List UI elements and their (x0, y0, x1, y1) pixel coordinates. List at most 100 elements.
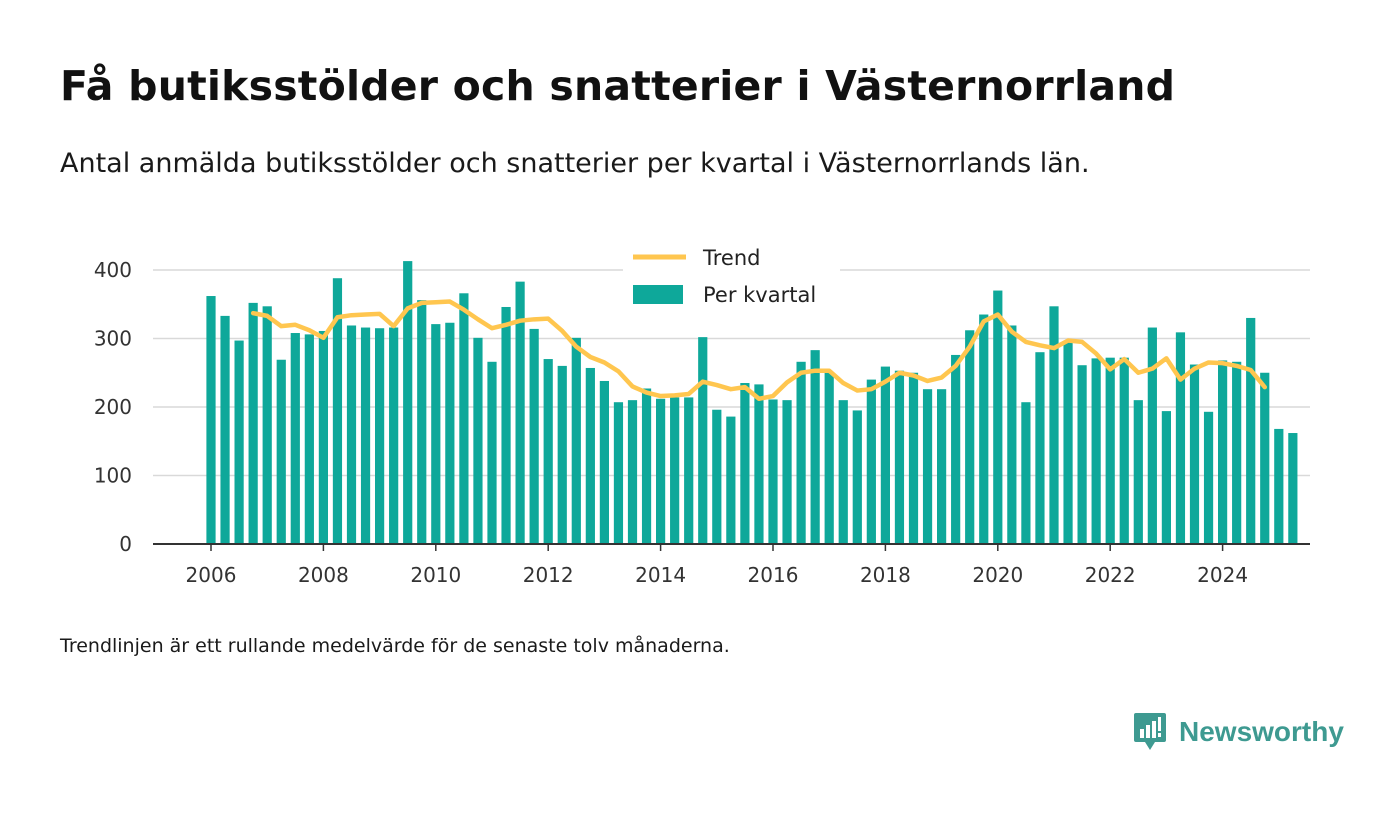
bar (248, 302, 258, 544)
bar (1035, 352, 1045, 544)
bar (332, 278, 343, 544)
bar (234, 340, 244, 544)
legend-bar-label: Per kvartal (703, 283, 816, 307)
bar (726, 416, 736, 544)
bar (1161, 411, 1171, 544)
bar (894, 370, 905, 544)
bar (810, 350, 820, 544)
x-tick-label: 2020 (972, 563, 1023, 587)
bar (445, 322, 455, 544)
bar-series (206, 261, 1298, 544)
chart-area: 0 100 200 300 400 2006 2008 2010 2012 2014 2016 201… (93, 240, 1310, 587)
trend-series (250, 299, 1267, 402)
x-tick-label: 2008 (298, 563, 349, 587)
bar (1049, 306, 1059, 544)
x-tick-label: 2016 (748, 563, 799, 587)
newsworthy-chart-icon (1134, 713, 1166, 750)
newsworthy-logo[interactable]: Newsworthy (1133, 712, 1344, 752)
bar (656, 398, 666, 544)
bar (585, 367, 595, 544)
bar (754, 384, 764, 544)
bar (543, 359, 553, 544)
bar (782, 400, 792, 544)
bar (768, 399, 778, 544)
bar (922, 389, 933, 544)
bar (1203, 411, 1214, 544)
bar (880, 366, 890, 544)
bar (1218, 360, 1228, 544)
bar (684, 397, 694, 544)
bar (403, 261, 413, 544)
bar (852, 410, 862, 544)
x-tick-label: 2006 (186, 563, 237, 587)
bar (1260, 372, 1270, 544)
footnote: Trendlinjen är ett rullande medelvärde f… (60, 635, 730, 657)
bar (951, 354, 961, 544)
bar (1175, 332, 1186, 544)
bar (1119, 357, 1129, 544)
bar (1232, 361, 1242, 544)
chart-title: Få butiksstölder och snatterier i Väster… (60, 62, 1176, 110)
bar (473, 337, 483, 544)
bar (1091, 358, 1101, 544)
bar (1189, 364, 1200, 544)
bar (1288, 433, 1298, 544)
bar (417, 300, 427, 544)
bar (346, 325, 357, 544)
bar (375, 328, 385, 544)
bar (1077, 365, 1087, 544)
brand-name: Newsworthy (1179, 716, 1344, 747)
x-tick-label: 2018 (860, 563, 911, 587)
bar (529, 328, 539, 544)
bar (993, 290, 1003, 544)
trend-line (250, 299, 1267, 402)
bar (1274, 428, 1284, 544)
bar (979, 314, 989, 544)
bar (712, 409, 722, 544)
bar (1021, 402, 1031, 544)
bar (740, 383, 750, 544)
bar (515, 281, 525, 544)
legend-trend-label: Trend (702, 246, 760, 270)
bar (937, 389, 947, 544)
bar (613, 402, 624, 544)
bar (557, 365, 567, 544)
bar (360, 327, 371, 544)
bar (431, 324, 441, 544)
bar (1147, 327, 1157, 544)
bar (571, 337, 581, 544)
y-tick-label: 400 (94, 258, 132, 282)
bar (1246, 317, 1256, 544)
bar (290, 333, 300, 544)
bar (698, 337, 708, 544)
chart-subtitle: Antal anmälda butiksstölder och snatteri… (60, 148, 1090, 179)
bar (965, 330, 975, 544)
bar (866, 379, 876, 544)
x-tick-label: 2010 (410, 563, 461, 587)
y-tick-label: 200 (94, 395, 132, 419)
bar (1133, 400, 1143, 544)
bar (304, 334, 314, 544)
bar (220, 315, 230, 544)
bar (641, 388, 652, 544)
x-tick-label: 2022 (1085, 563, 1136, 587)
x-tick-label: 2012 (523, 563, 574, 587)
x-tick-label: 2024 (1197, 563, 1248, 587)
bar (1063, 340, 1073, 544)
bar (627, 400, 638, 544)
bar (206, 296, 216, 544)
bar (670, 397, 680, 544)
y-tick-label: 300 (94, 327, 132, 351)
legend: Trend Per kvartal (623, 240, 840, 315)
axes: 0 100 200 300 400 2006 2008 2010 2012 2014 2016 201… (94, 258, 1310, 587)
bar (599, 380, 609, 544)
bar (389, 327, 399, 544)
bar (487, 361, 497, 544)
bar (262, 306, 272, 544)
bar (318, 330, 328, 544)
bar (824, 372, 834, 544)
y-tick-label: 100 (94, 464, 132, 488)
bar (276, 359, 286, 544)
legend-bar-swatch (633, 285, 683, 304)
bar (908, 372, 919, 544)
